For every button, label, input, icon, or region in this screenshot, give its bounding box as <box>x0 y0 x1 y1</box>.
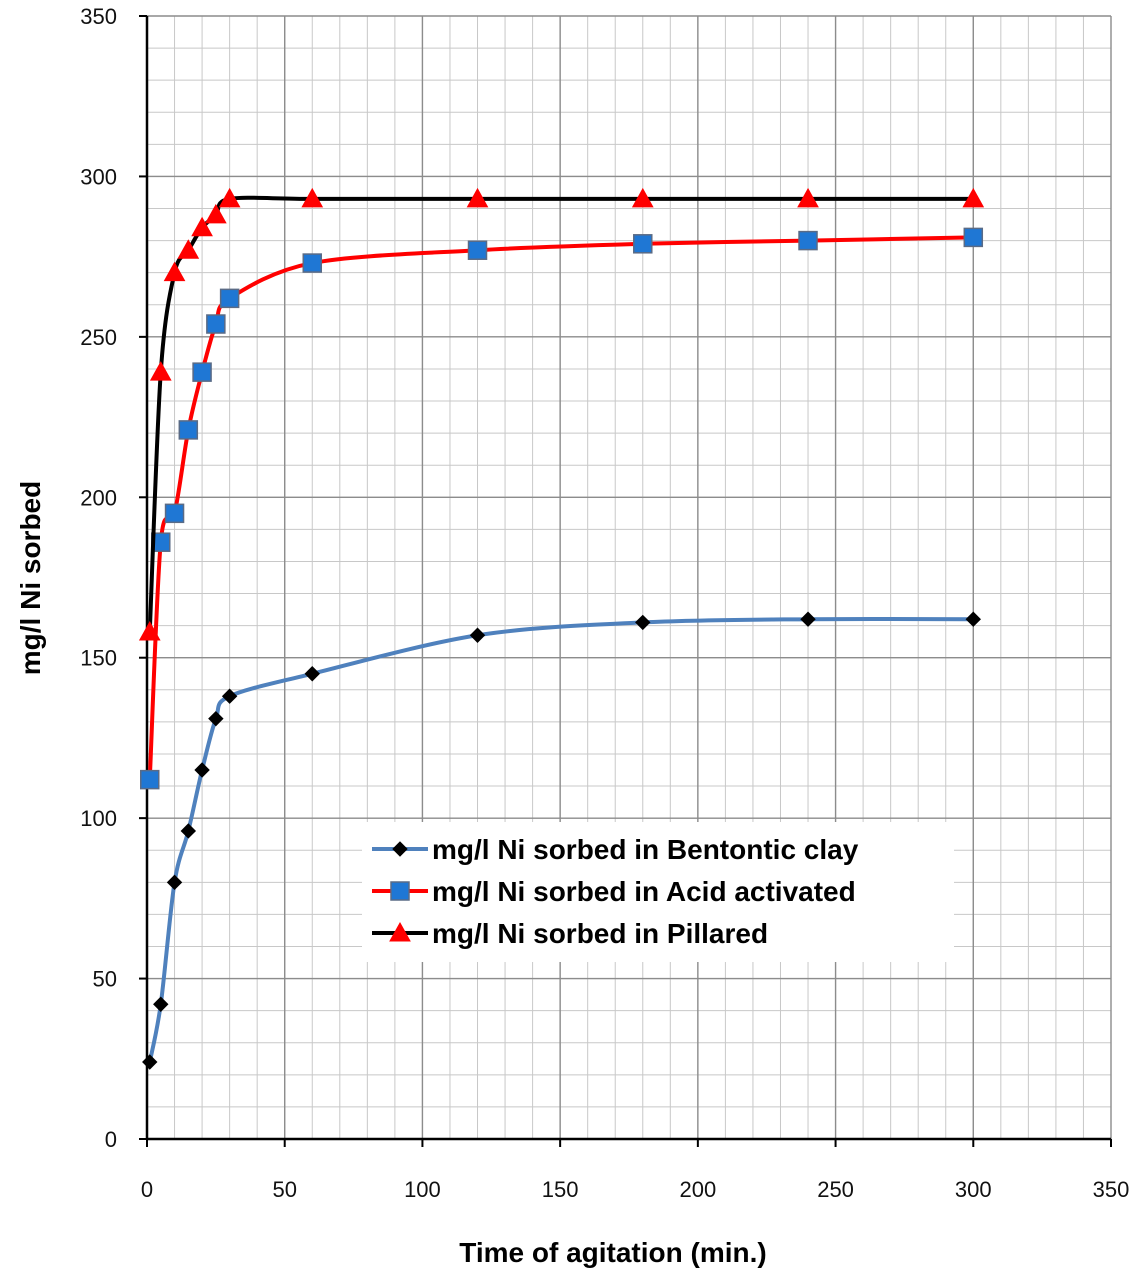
data-point <box>965 611 981 627</box>
x-tick-label: 250 <box>817 1177 854 1202</box>
data-point <box>467 240 488 260</box>
data-point <box>205 203 227 224</box>
data-point <box>631 187 654 208</box>
data-point <box>219 288 240 309</box>
data-point <box>800 611 816 627</box>
data-point <box>218 187 241 208</box>
y-tick-label: 100 <box>80 806 117 831</box>
data-point <box>194 762 210 778</box>
legend-label: mg/l Ni sorbed in Acid activated <box>432 876 856 907</box>
data-point <box>301 187 324 208</box>
x-axis-title: Time of agitation (min.) <box>459 1237 766 1268</box>
series-group <box>138 187 985 1070</box>
data-point <box>164 503 185 524</box>
y-tick-label: 150 <box>80 646 117 671</box>
series-diamond <box>142 611 981 1070</box>
data-point <box>302 253 323 273</box>
data-point <box>797 187 819 208</box>
x-tick-label: 0 <box>141 1177 153 1202</box>
data-point <box>208 710 224 727</box>
x-tick-label: 300 <box>955 1177 992 1202</box>
data-point <box>191 216 213 237</box>
data-point <box>635 614 651 631</box>
data-point <box>466 187 489 208</box>
legend-box <box>362 822 954 962</box>
y-tick-label: 200 <box>80 485 117 510</box>
legend-marker <box>392 841 408 857</box>
data-point <box>798 230 818 251</box>
data-point <box>177 239 200 259</box>
data-point <box>178 420 199 440</box>
series-triangle <box>138 187 985 641</box>
x-tick-label: 100 <box>404 1177 441 1202</box>
y-tick-label: 250 <box>80 325 117 350</box>
tick-labels: 0 50 100 150 200 250 300 350 0 50 100 150 200 250 300 3… <box>80 4 1129 1202</box>
x-tick-label: 200 <box>679 1177 716 1202</box>
data-point <box>206 314 226 334</box>
y-tick-label: 0 <box>105 1127 117 1152</box>
legend-label: mg/l Ni sorbed in Pillared <box>432 918 768 949</box>
legend-label: mg/l Ni sorbed in Bentontic clay <box>432 834 859 865</box>
legend-marker <box>390 881 410 901</box>
data-point <box>469 627 486 643</box>
y-axis-title: mg/l Ni sorbed <box>15 481 46 675</box>
data-point <box>221 688 238 704</box>
axes <box>139 15 1112 1147</box>
data-point <box>166 874 183 891</box>
y-tick-label: 350 <box>80 4 117 29</box>
legend: mg/l Ni sorbed in Bentontic clay mg/l Ni … <box>362 822 954 962</box>
series-square <box>140 227 984 790</box>
data-point <box>153 996 169 1012</box>
data-point <box>304 666 320 682</box>
data-point <box>163 261 186 282</box>
x-tick-label: 350 <box>1093 1177 1130 1202</box>
data-point <box>963 227 984 248</box>
y-tick-label: 300 <box>80 164 117 189</box>
data-point <box>962 187 985 208</box>
data-point <box>138 621 161 641</box>
data-point <box>142 1054 158 1070</box>
data-point <box>180 823 197 839</box>
x-tick-label: 150 <box>542 1177 579 1202</box>
y-tick-label: 50 <box>93 967 117 992</box>
x-tick-label: 50 <box>272 1177 296 1202</box>
data-point <box>192 362 212 382</box>
data-point <box>149 361 172 381</box>
legend-marker <box>389 921 411 942</box>
data-point <box>140 769 160 790</box>
data-point <box>633 234 653 254</box>
